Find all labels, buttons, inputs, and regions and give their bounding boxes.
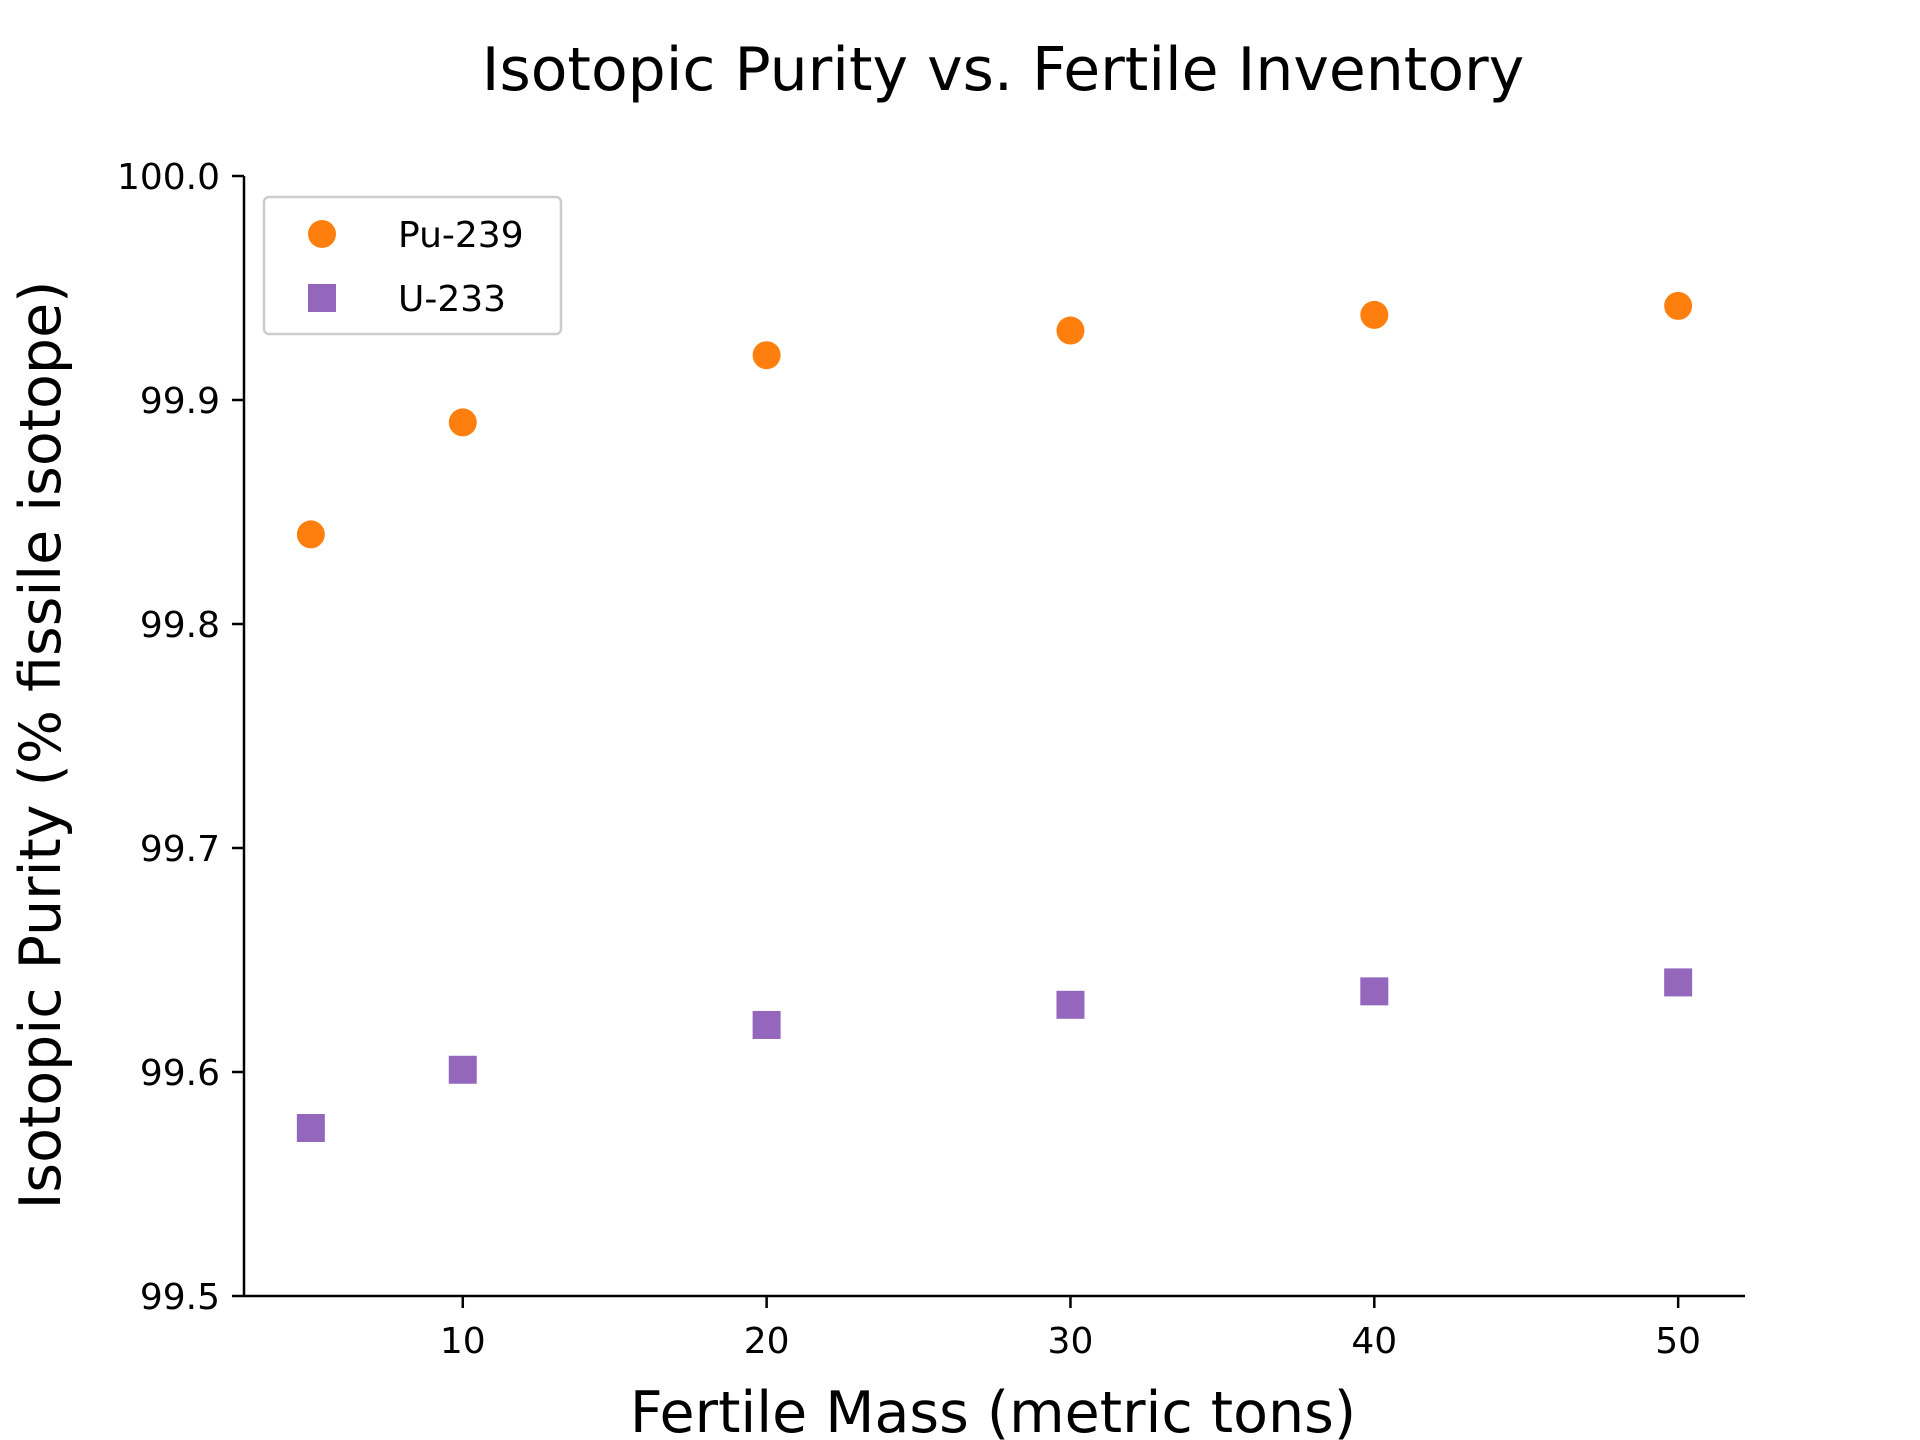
- data-point: [1056, 316, 1085, 345]
- data-point: [1664, 968, 1693, 997]
- x-tick-label: 30: [1048, 1321, 1094, 1362]
- x-tick-label: 40: [1351, 1321, 1397, 1362]
- legend-label-pu-239: Pu-239: [398, 215, 524, 256]
- legend-box: [262, 195, 563, 336]
- x-axis-label: Fertile Mass (metric tons): [630, 1380, 1356, 1440]
- legend-marker-pu-239: [308, 220, 336, 248]
- y-tick-label: 99.5: [140, 1277, 220, 1318]
- data-point: [296, 520, 325, 549]
- data-point: [1360, 977, 1389, 1006]
- legend-label-u-233: U-233: [398, 279, 506, 320]
- x-tick-label: 10: [440, 1321, 486, 1362]
- data-point: [296, 1114, 325, 1142]
- y-tick-label: 99.6: [140, 1053, 220, 1094]
- data-point: [752, 1010, 781, 1039]
- y-tick-label: 99.8: [140, 605, 220, 646]
- x-tick-label: 50: [1655, 1321, 1701, 1362]
- legend-marker-u-233: [308, 284, 336, 312]
- y-tick-label: 99.9: [140, 381, 220, 422]
- y-tick-label: 99.7: [140, 829, 220, 870]
- data-point: [1664, 291, 1693, 320]
- y-axis-label: Isotopic Purity (% fissile isotope): [8, 281, 74, 1210]
- series-pu-239: [296, 291, 1693, 549]
- chart-title: Isotopic Purity vs. Fertile Inventory: [482, 35, 1524, 105]
- data-point: [1360, 300, 1389, 329]
- x-tick-label: 20: [744, 1321, 790, 1362]
- data-point: [448, 1055, 477, 1084]
- data-point: [448, 408, 477, 437]
- series-u-233: [296, 968, 1693, 1142]
- y-tick-label: 100.0: [117, 157, 220, 198]
- plot-area: 99.5 99.6 99.7 99.8 99.9 100.0 10 20 30 40 50: [117, 157, 1745, 1362]
- legend: Pu-239 U-233: [262, 195, 563, 336]
- data-point: [1056, 990, 1085, 1019]
- data-point: [752, 341, 781, 370]
